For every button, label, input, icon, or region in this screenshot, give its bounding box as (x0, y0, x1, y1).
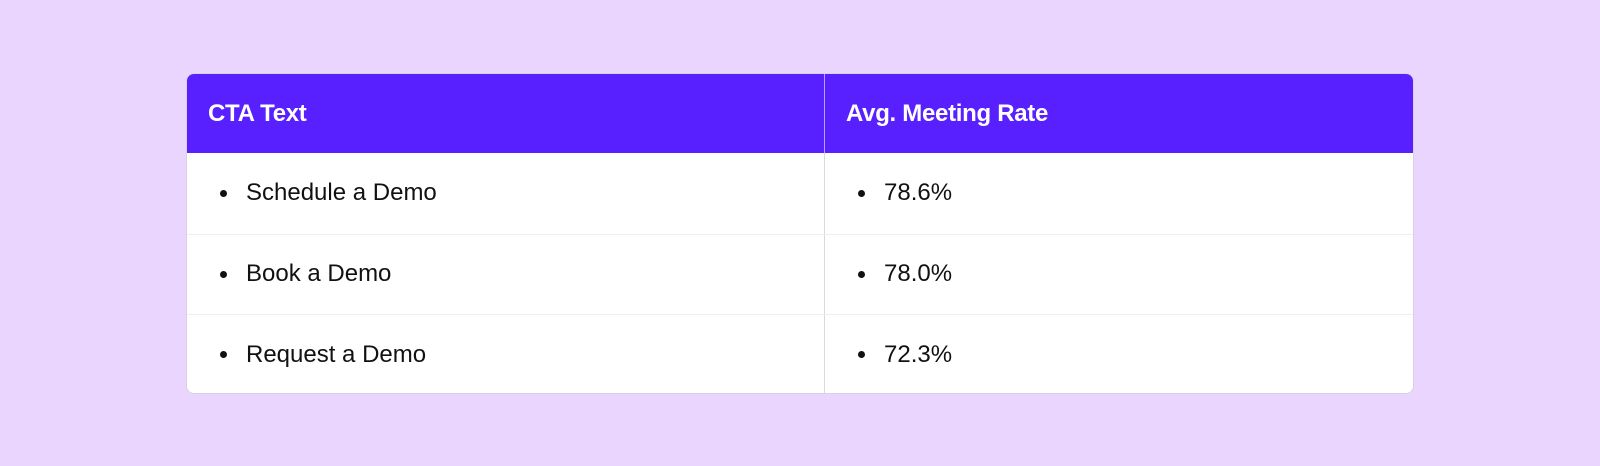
bullet-icon (220, 270, 227, 278)
rate-value: 72.3% (884, 340, 953, 368)
table-header-row: CTA Text Avg. Meeting Rate (187, 74, 1413, 153)
bullet-icon (220, 189, 227, 197)
cta-label: Request a Demo (246, 340, 427, 368)
table-row: Book a Demo 78.0% (187, 233, 1413, 315)
bullet-icon (858, 189, 865, 197)
rate-cell: 78.0% (825, 235, 1413, 315)
cta-cell: Schedule a Demo (187, 153, 825, 234)
table-row: Schedule a Demo 78.6% (187, 153, 1413, 234)
rate-value: 78.6% (884, 179, 953, 207)
header-cta-text: CTA Text (187, 74, 825, 153)
cta-cell: Book a Demo (187, 234, 825, 314)
header-avg-meeting-rate: Avg. Meeting Rate (846, 99, 1049, 127)
bullet-icon (858, 270, 865, 278)
bullet-icon (858, 351, 865, 359)
cta-label: Book a Demo (246, 260, 392, 288)
cta-table: CTA Text Avg. Meeting Rate Schedule a De… (186, 73, 1414, 394)
bullet-icon (220, 351, 227, 359)
rate-cell: 78.6% (825, 153, 1413, 234)
table-row: Request a Demo 72.3% (187, 314, 1413, 393)
rate-value: 78.0% (884, 260, 953, 288)
rate-cell: 72.3% (825, 315, 1413, 393)
cta-cell: Request a Demo (187, 315, 825, 393)
cta-label: Schedule a Demo (246, 179, 437, 207)
